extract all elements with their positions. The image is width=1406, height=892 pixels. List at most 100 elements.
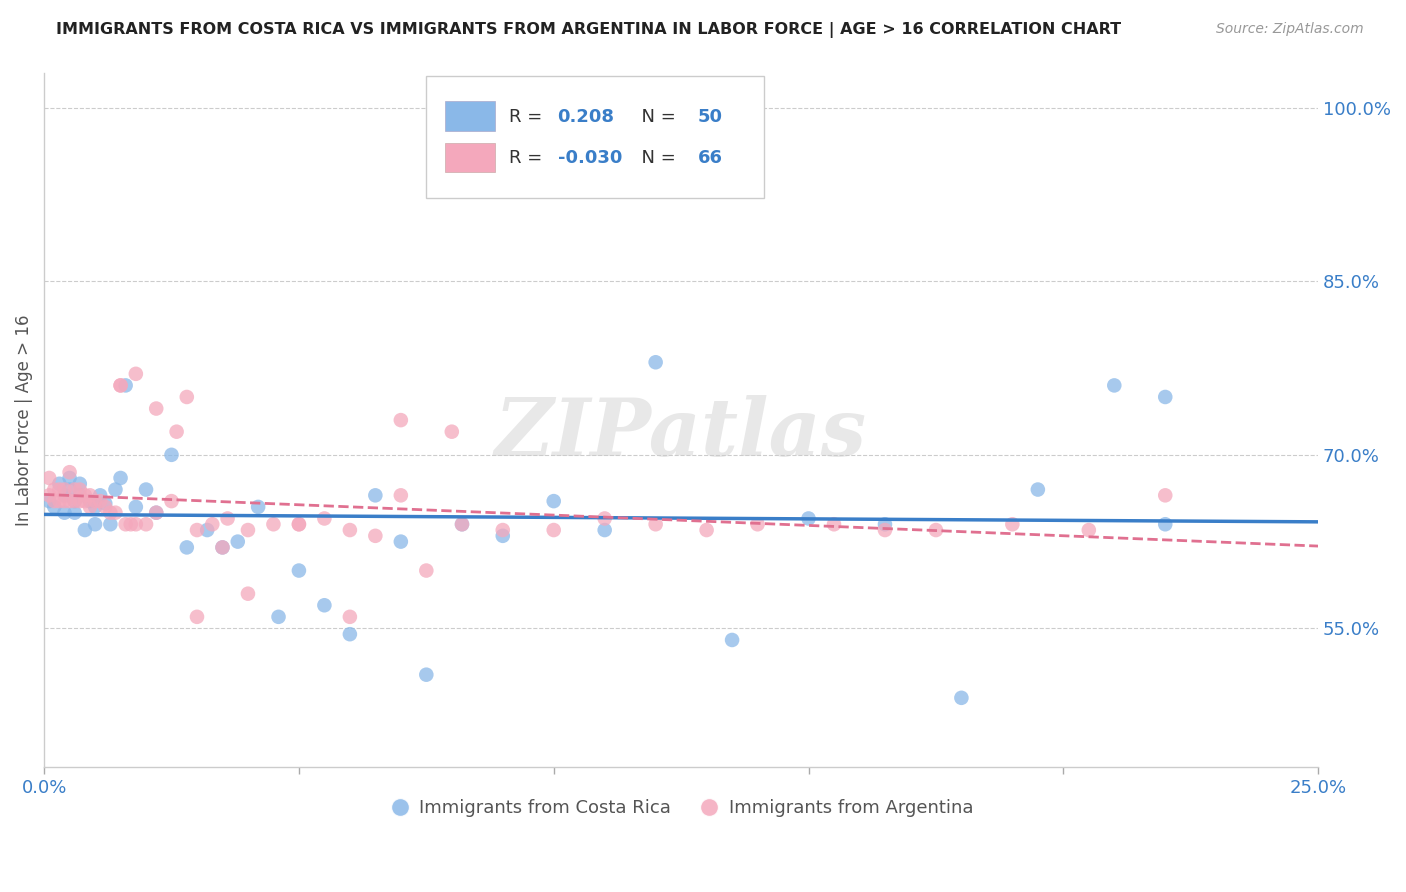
Point: [593, 523, 616, 537]
Point: [84, 500, 107, 514]
Point: [73, 523, 96, 537]
Point: [44, 500, 66, 514]
Point: [63, 494, 86, 508]
Point: [314, 599, 336, 613]
Point: [339, 627, 361, 641]
Point: [69, 488, 91, 502]
Point: [176, 390, 198, 404]
Text: N =: N =: [630, 108, 682, 126]
Text: 0.208: 0.208: [558, 108, 614, 126]
Point: [644, 355, 666, 369]
Point: [721, 632, 744, 647]
Point: [84, 494, 107, 508]
Point: [873, 523, 896, 537]
Point: [797, 511, 820, 525]
Point: [415, 667, 437, 681]
Point: [63, 494, 86, 508]
Point: [451, 517, 474, 532]
Point: [415, 564, 437, 578]
Point: [114, 517, 136, 532]
Point: [1026, 483, 1049, 497]
Point: [69, 483, 91, 497]
Point: [120, 517, 142, 532]
Point: [211, 541, 233, 555]
Point: [1077, 523, 1099, 537]
Point: [73, 488, 96, 502]
Point: [1001, 517, 1024, 532]
Point: [145, 506, 167, 520]
Point: [135, 483, 157, 497]
Point: [125, 367, 148, 381]
Point: [747, 517, 769, 532]
Point: [114, 378, 136, 392]
Point: [53, 494, 76, 508]
Point: [89, 488, 111, 502]
Point: [1154, 390, 1177, 404]
FancyBboxPatch shape: [446, 143, 495, 172]
Text: 66: 66: [697, 149, 723, 168]
Point: [543, 494, 565, 508]
Point: [176, 541, 198, 555]
Text: Source: ZipAtlas.com: Source: ZipAtlas.com: [1216, 22, 1364, 37]
Point: [104, 506, 127, 520]
Point: [110, 471, 132, 485]
Point: [98, 517, 121, 532]
Point: [79, 500, 101, 514]
Point: [104, 483, 127, 497]
Point: [94, 500, 117, 514]
Point: [440, 425, 463, 439]
Text: ZIPatlas: ZIPatlas: [495, 395, 868, 473]
Point: [1154, 517, 1177, 532]
Point: [1154, 488, 1177, 502]
Point: [288, 564, 311, 578]
Point: [267, 610, 290, 624]
Point: [1104, 378, 1126, 392]
Text: R =: R =: [509, 108, 548, 126]
Point: [288, 517, 311, 532]
Point: [53, 506, 76, 520]
Point: [364, 529, 387, 543]
Point: [58, 483, 80, 497]
Point: [79, 488, 101, 502]
Point: [58, 494, 80, 508]
Point: [217, 511, 239, 525]
Point: [160, 448, 183, 462]
Point: [48, 483, 70, 497]
Point: [226, 534, 249, 549]
Point: [48, 476, 70, 491]
Legend: Immigrants from Costa Rica, Immigrants from Argentina: Immigrants from Costa Rica, Immigrants f…: [381, 792, 981, 824]
Point: [389, 413, 412, 427]
Point: [247, 500, 270, 514]
Point: [84, 517, 107, 532]
Point: [48, 494, 70, 508]
Point: [53, 483, 76, 497]
Text: 50: 50: [697, 108, 723, 126]
Text: N =: N =: [630, 149, 682, 168]
Point: [79, 494, 101, 508]
Point: [73, 494, 96, 508]
Point: [211, 541, 233, 555]
Text: R =: R =: [509, 149, 548, 168]
Point: [58, 465, 80, 479]
Point: [125, 500, 148, 514]
Point: [339, 523, 361, 537]
Point: [314, 511, 336, 525]
Point: [644, 517, 666, 532]
Point: [44, 483, 66, 497]
Point: [389, 534, 412, 549]
Point: [492, 523, 515, 537]
Point: [195, 523, 218, 537]
Point: [288, 517, 311, 532]
Point: [950, 690, 973, 705]
Point: [186, 610, 208, 624]
Point: [63, 506, 86, 520]
FancyBboxPatch shape: [446, 102, 495, 130]
Point: [110, 378, 132, 392]
Point: [236, 523, 259, 537]
Point: [38, 488, 60, 502]
Point: [364, 488, 387, 502]
Point: [58, 471, 80, 485]
Point: [166, 425, 188, 439]
Point: [262, 517, 284, 532]
Point: [125, 517, 148, 532]
